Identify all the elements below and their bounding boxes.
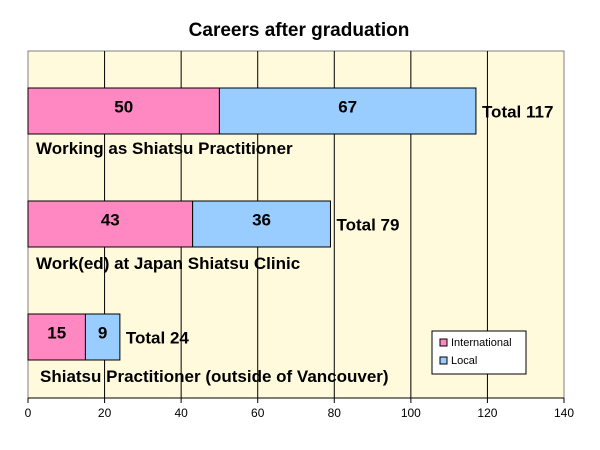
bar-international — [27, 200, 194, 248]
bar-value-label: 50 — [114, 97, 133, 116]
x-tick-label: 120 — [477, 406, 497, 420]
category-label: Work(ed) at Japan Shiatsu Clinic — [36, 254, 300, 273]
chart-title: Careers after graduation — [189, 20, 410, 41]
x-tick-label: 60 — [251, 406, 265, 420]
total-label: Total 24 — [126, 328, 190, 347]
legend-label: International — [451, 337, 512, 349]
legend-label: Local — [451, 355, 477, 367]
total-label: Total 79 — [336, 215, 399, 234]
category-label: Shiatsu Practitioner (outside of Vancouv… — [40, 367, 389, 386]
bar-value-label: 43 — [101, 210, 120, 229]
bar-value-label: 36 — [252, 210, 271, 229]
x-tick-label: 140 — [554, 406, 574, 420]
total-label: Total 117 — [482, 102, 554, 121]
bar-local — [84, 313, 121, 361]
x-axis: 0 20 40 60 80 100 120 140 — [25, 397, 574, 420]
x-tick-label: 80 — [328, 406, 342, 420]
category-label: Working as Shiatsu Practitioner — [36, 139, 293, 158]
bar-international — [27, 313, 86, 361]
legend-swatch-local — [439, 356, 448, 365]
x-tick-label: 40 — [174, 406, 188, 420]
x-tick-label: 100 — [401, 406, 421, 420]
legend-swatch-international — [439, 338, 448, 347]
legend-box — [431, 330, 527, 375]
x-tick-label: 20 — [98, 406, 112, 420]
bar-local — [218, 87, 477, 135]
bar-local — [192, 200, 331, 248]
x-tick-label: 0 — [25, 406, 32, 420]
legend: International Local — [431, 330, 527, 375]
bar-value-label: 67 — [338, 97, 357, 116]
bar-value-label: 9 — [98, 323, 107, 342]
bars: 50 67 Total 117 Working as Shiatsu Practiti… — [27, 87, 554, 386]
bar-value-label: 15 — [47, 323, 66, 342]
